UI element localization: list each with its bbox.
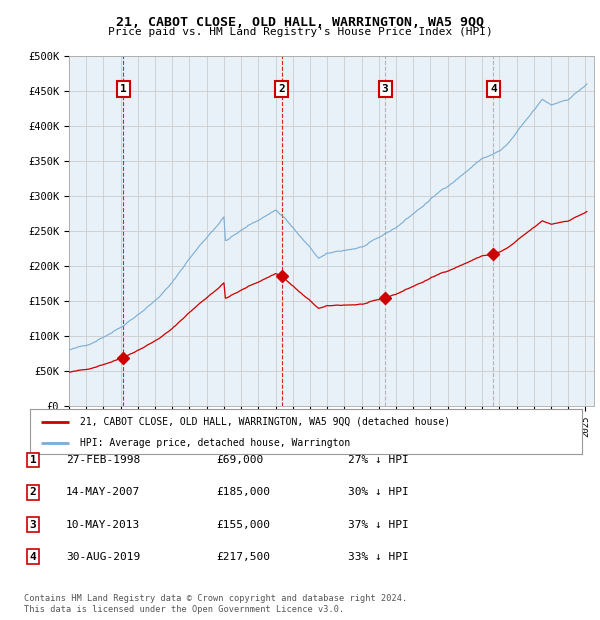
Text: 30% ↓ HPI: 30% ↓ HPI <box>348 487 409 497</box>
Text: £155,000: £155,000 <box>216 520 270 529</box>
Text: HPI: Average price, detached house, Warrington: HPI: Average price, detached house, Warr… <box>80 438 350 448</box>
Text: Price paid vs. HM Land Registry's House Price Index (HPI): Price paid vs. HM Land Registry's House … <box>107 27 493 37</box>
Text: 27% ↓ HPI: 27% ↓ HPI <box>348 455 409 465</box>
Text: 4: 4 <box>490 84 497 94</box>
Text: 30-AUG-2019: 30-AUG-2019 <box>66 552 140 562</box>
Text: 1: 1 <box>29 455 37 465</box>
Text: 3: 3 <box>382 84 388 94</box>
Text: 1: 1 <box>120 84 127 94</box>
Text: 33% ↓ HPI: 33% ↓ HPI <box>348 552 409 562</box>
Text: Contains HM Land Registry data © Crown copyright and database right 2024.: Contains HM Land Registry data © Crown c… <box>24 593 407 603</box>
Text: 21, CABOT CLOSE, OLD HALL, WARRINGTON, WA5 9QQ (detached house): 21, CABOT CLOSE, OLD HALL, WARRINGTON, W… <box>80 417 450 427</box>
Text: This data is licensed under the Open Government Licence v3.0.: This data is licensed under the Open Gov… <box>24 604 344 614</box>
Text: 2: 2 <box>29 487 37 497</box>
Text: 2: 2 <box>278 84 286 94</box>
Text: 3: 3 <box>29 520 37 529</box>
Text: £185,000: £185,000 <box>216 487 270 497</box>
Text: 37% ↓ HPI: 37% ↓ HPI <box>348 520 409 529</box>
Text: 21, CABOT CLOSE, OLD HALL, WARRINGTON, WA5 9QQ: 21, CABOT CLOSE, OLD HALL, WARRINGTON, W… <box>116 16 484 29</box>
Text: 4: 4 <box>29 552 37 562</box>
Text: 27-FEB-1998: 27-FEB-1998 <box>66 455 140 465</box>
Text: £69,000: £69,000 <box>216 455 263 465</box>
Text: 10-MAY-2013: 10-MAY-2013 <box>66 520 140 529</box>
Text: 14-MAY-2007: 14-MAY-2007 <box>66 487 140 497</box>
Text: £217,500: £217,500 <box>216 552 270 562</box>
